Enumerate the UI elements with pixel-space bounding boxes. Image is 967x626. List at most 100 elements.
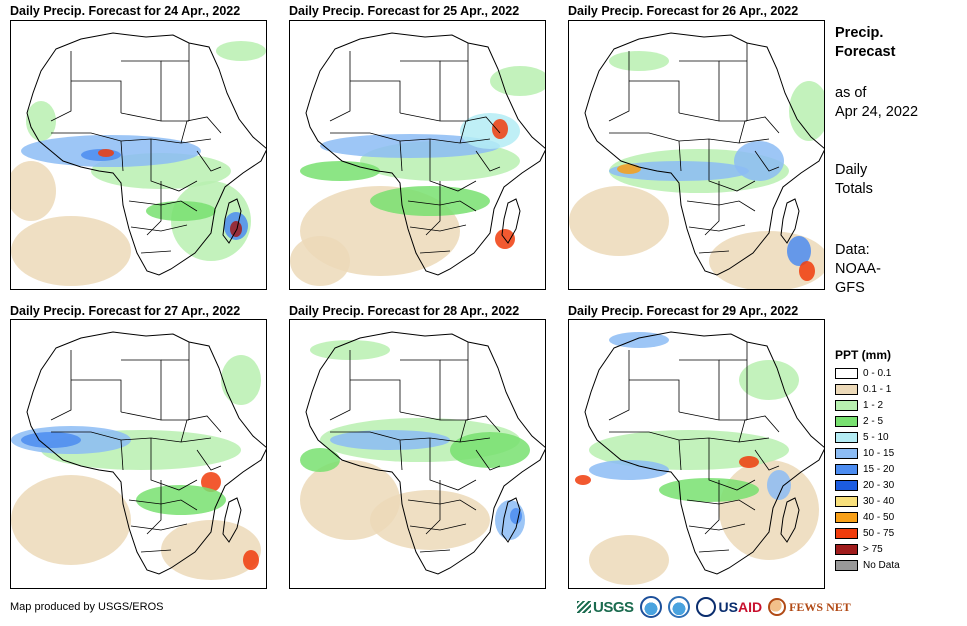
precip-area <box>609 51 669 71</box>
country-border <box>130 523 188 531</box>
legend-row: 2 - 5 <box>835 415 883 428</box>
country-border <box>51 431 212 443</box>
nasa-logo-icon <box>667 596 690 618</box>
country-border <box>738 116 780 144</box>
precip-area <box>799 261 815 281</box>
country-border <box>50 51 72 122</box>
country-border <box>130 224 188 232</box>
precip-area <box>21 432 81 448</box>
country-border <box>350 80 401 113</box>
country-border <box>679 60 720 121</box>
precip-area <box>789 81 824 141</box>
usaid-logo: USAID <box>695 597 763 617</box>
precip-area <box>609 161 749 181</box>
sidebar-data-line2: NOAA- <box>835 261 881 277</box>
country-border <box>140 250 172 254</box>
madagascar-coastline <box>222 497 242 543</box>
country-border <box>679 359 720 420</box>
sidebar-heading-line1: Precip. <box>835 25 884 41</box>
country-border <box>329 350 351 421</box>
legend-swatch <box>835 368 858 379</box>
precip-area <box>330 430 450 450</box>
africa-coastline <box>26 32 266 276</box>
panel-title-5: Daily Precip. Forecast for 28 Apr., 2022 <box>289 304 520 318</box>
sidebar-asof-line2: Apr 24, 2022 <box>835 104 919 120</box>
sidebar-heading: Precip. Forecast <box>835 24 895 62</box>
country-border <box>419 250 451 254</box>
legend-row: 5 - 10 <box>835 431 889 444</box>
precip-area <box>450 432 530 468</box>
map-panel-24-apr <box>10 20 267 290</box>
precip-area <box>98 149 114 157</box>
precip-area <box>460 113 520 149</box>
sidebar-data-line1: Data: <box>835 242 870 258</box>
panel-title-3: Daily Precip. Forecast for 26 Apr., 2022 <box>568 4 799 18</box>
map-svg <box>300 331 545 575</box>
country-border <box>180 415 222 443</box>
legend-swatch <box>835 560 858 571</box>
country-border <box>688 523 746 531</box>
precip-area <box>11 216 131 286</box>
country-border <box>704 480 720 535</box>
usaid-logo-text: USAID <box>718 599 763 615</box>
country-border <box>329 51 351 122</box>
precip-area <box>589 460 669 480</box>
country-border <box>754 449 780 471</box>
precip-area <box>201 472 221 492</box>
legend-row: 15 - 20 <box>835 463 894 476</box>
map-panel-26-apr <box>568 20 825 290</box>
country-border <box>399 439 403 471</box>
country-border <box>459 116 501 144</box>
legend-row: 30 - 40 <box>835 495 894 508</box>
sidebar-daily-line2: Totals <box>835 181 873 197</box>
country-border <box>71 379 122 412</box>
legend-swatch <box>835 448 858 459</box>
precip-area <box>739 456 759 468</box>
country-border <box>475 449 501 471</box>
country-border <box>128 499 198 511</box>
precip-area <box>171 181 251 261</box>
country-border <box>180 116 222 144</box>
country-border <box>120 112 189 122</box>
map-panel-29-apr <box>568 319 825 589</box>
country-border <box>140 549 172 553</box>
country-border <box>407 200 477 212</box>
country-border <box>120 140 124 172</box>
precip-area <box>221 355 261 405</box>
sidebar-asof: as of Apr 24, 2022 <box>835 84 918 122</box>
legend-label: 15 - 20 <box>863 464 895 475</box>
country-border <box>475 150 501 172</box>
madagascar-coastline <box>780 497 800 543</box>
country-border <box>608 51 630 122</box>
precip-area <box>370 186 490 216</box>
legend-row: 0 - 0.1 <box>835 367 891 380</box>
precip-area <box>300 161 380 181</box>
country-border <box>686 200 756 212</box>
country-border <box>409 224 467 232</box>
legend-swatch <box>835 528 858 539</box>
legend-swatch <box>835 432 858 443</box>
country-border <box>121 359 162 420</box>
country-border <box>399 411 468 421</box>
precip-area <box>767 470 791 500</box>
country-border <box>425 480 441 535</box>
madagascar-coastline <box>501 497 521 543</box>
country-border <box>609 132 770 144</box>
fews-globe-icon <box>768 598 787 616</box>
africa-coastline <box>305 331 545 575</box>
country-border <box>704 181 720 236</box>
legend-row: 20 - 30 <box>835 479 894 492</box>
precip-area <box>146 201 216 221</box>
country-border <box>459 415 501 443</box>
precip-area <box>589 535 669 585</box>
legend-swatch <box>835 384 858 395</box>
precip-area <box>230 221 242 237</box>
noaa-logo-icon <box>639 596 662 618</box>
country-border <box>678 439 682 471</box>
country-border <box>407 499 477 511</box>
legend-row: 50 - 75 <box>835 527 894 540</box>
legend-title: PPT (mm) <box>835 348 892 362</box>
usgs-logo-text: USGS <box>593 598 634 616</box>
country-border <box>686 499 756 511</box>
legend-row: 1 - 2 <box>835 399 883 412</box>
